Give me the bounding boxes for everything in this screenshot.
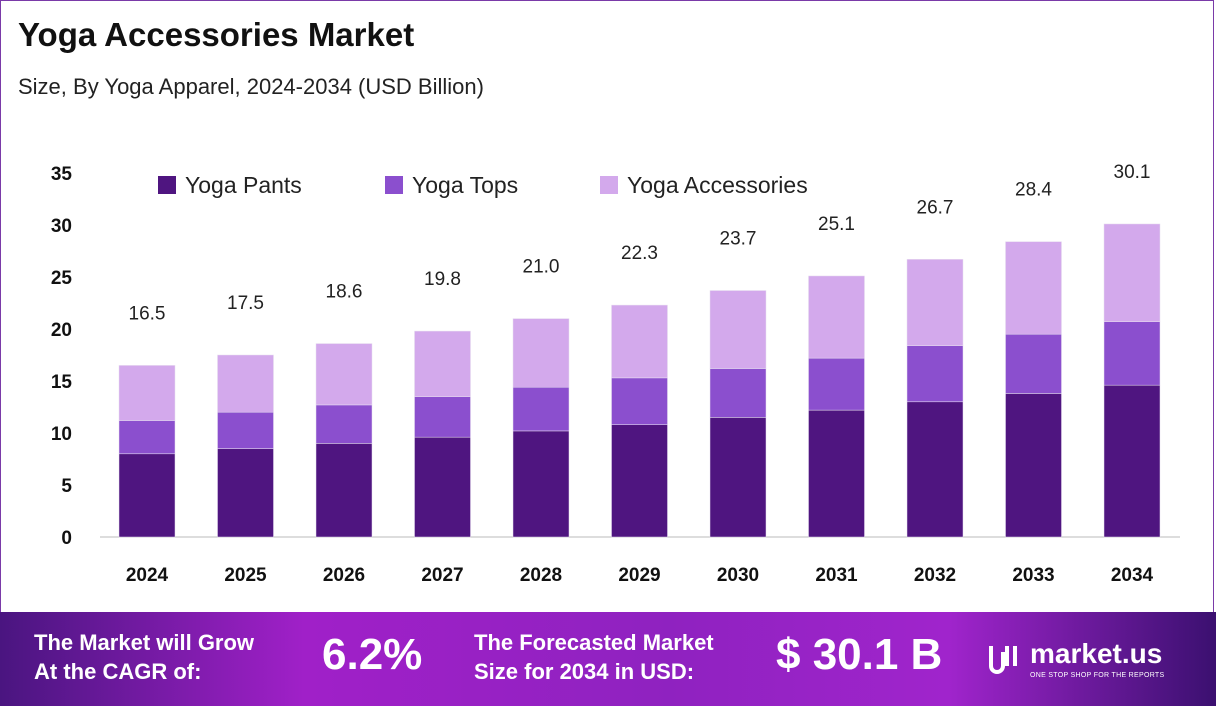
y-tick-label: 15 <box>51 372 73 393</box>
bar-segment-yoga-accessories <box>315 343 373 406</box>
forecast-label-line2: Size for 2034 in USD: <box>474 659 695 684</box>
y-tick-label: 0 <box>61 528 72 549</box>
y-tick-label: 35 <box>51 164 73 185</box>
bar-total-label: 30.1 <box>1114 162 1151 183</box>
stacked-bar-chart: 0510152025303516.5202417.5202518.6202619… <box>51 162 1180 586</box>
bar-total-label: 17.5 <box>227 293 264 314</box>
x-tick-label: 2029 <box>618 565 660 586</box>
bar-segment-yoga-accessories <box>414 330 471 397</box>
bar-segment-yoga-tops <box>808 357 865 411</box>
bar-segment-yoga-accessories <box>512 318 570 388</box>
x-tick-label: 2026 <box>323 565 365 586</box>
bar-segment-yoga-pants <box>1103 384 1161 538</box>
bar-total-label: 22.3 <box>621 243 658 264</box>
bar-segment-yoga-accessories <box>1103 223 1161 322</box>
cagr-value: 6.2% <box>322 630 423 679</box>
bar-segment-yoga-tops <box>906 345 964 403</box>
bar-segment-yoga-tops <box>315 404 373 444</box>
x-tick-label: 2032 <box>914 565 956 586</box>
forecast-value: $ 30.1 B <box>776 630 943 679</box>
forecast-label-line1: The Forecasted Market <box>474 630 714 655</box>
bar-segment-yoga-tops <box>118 420 176 455</box>
bar-segment-yoga-pants <box>611 424 668 538</box>
cagr-label: The Market will Grow At the CAGR of: <box>34 628 254 686</box>
y-tick-label: 10 <box>51 424 72 445</box>
bar-total-label: 18.6 <box>326 282 363 303</box>
y-tick-label: 25 <box>51 268 73 289</box>
bar-segment-yoga-tops <box>709 368 767 418</box>
bar-segment-yoga-pants <box>1005 393 1062 538</box>
x-tick-label: 2025 <box>224 565 267 586</box>
bar-segment-yoga-accessories <box>217 354 274 413</box>
bar-segment-yoga-pants <box>315 443 373 538</box>
legend-label: Yoga Accessories <box>627 172 808 198</box>
chart-title: Yoga Accessories Market <box>18 16 415 53</box>
chart-subtitle: Size, By Yoga Apparel, 2024-2034 (USD Bi… <box>18 74 484 99</box>
bar-segment-yoga-pants <box>709 417 767 538</box>
legend-label: Yoga Tops <box>412 172 518 198</box>
y-tick-label: 5 <box>61 476 72 497</box>
bar-segment-yoga-accessories <box>118 365 176 421</box>
bar-total-label: 16.5 <box>129 303 166 324</box>
bar-segment-yoga-pants <box>414 436 471 538</box>
bar-segment-yoga-pants <box>217 448 274 538</box>
x-tick-label: 2031 <box>815 565 858 586</box>
bar-total-label: 26.7 <box>917 197 954 218</box>
legend-swatch <box>385 176 403 194</box>
x-tick-label: 2033 <box>1012 565 1054 586</box>
bar-segment-yoga-accessories <box>808 275 865 359</box>
bar-segment-yoga-accessories <box>611 304 668 379</box>
bar-segment-yoga-pants <box>906 401 964 538</box>
bar-total-label: 28.4 <box>1015 180 1052 201</box>
bar-segment-yoga-pants <box>512 430 570 538</box>
forecast-label: The Forecasted Market Size for 2034 in U… <box>474 628 714 686</box>
bar-segment-yoga-tops <box>414 396 471 438</box>
bar-segment-yoga-tops <box>1103 321 1161 386</box>
bar-total-label: 25.1 <box>818 214 855 235</box>
bar-total-label: 19.8 <box>424 269 461 290</box>
logo-name: market.us <box>1030 638 1163 669</box>
cagr-label-line1: The Market will Grow <box>34 630 255 655</box>
summary-banner: The Market will Grow At the CAGR of: 6.2… <box>0 612 1216 706</box>
legend-swatch <box>158 176 176 194</box>
market-us-logo-icon <box>985 638 1025 686</box>
y-tick-label: 30 <box>51 216 72 237</box>
bar-segment-yoga-accessories <box>906 259 964 346</box>
x-tick-label: 2028 <box>520 565 562 586</box>
bar-segment-yoga-accessories <box>709 290 767 369</box>
y-tick-label: 20 <box>51 320 72 341</box>
bar-segment-yoga-pants <box>118 453 176 538</box>
bar-segment-yoga-pants <box>808 409 865 538</box>
x-tick-label: 2027 <box>421 565 463 586</box>
legend-swatch <box>600 176 618 194</box>
bar-segment-yoga-tops <box>611 377 668 425</box>
logo-tagline: ONE STOP SHOP FOR THE REPORTS <box>1030 672 1165 679</box>
legend-label: Yoga Pants <box>185 172 302 198</box>
x-tick-label: 2030 <box>717 565 759 586</box>
x-tick-label: 2034 <box>1111 565 1154 586</box>
bar-segment-yoga-tops <box>1005 333 1062 394</box>
cagr-label-line2: At the CAGR of: <box>34 659 202 684</box>
bar-segment-yoga-tops <box>217 411 274 449</box>
x-tick-label: 2024 <box>126 565 169 586</box>
bar-total-label: 21.0 <box>523 257 560 278</box>
bar-total-label: 23.7 <box>720 229 757 250</box>
bar-segment-yoga-tops <box>512 386 570 432</box>
bar-segment-yoga-accessories <box>1005 241 1062 335</box>
logo-glyph-icon <box>989 646 1017 674</box>
